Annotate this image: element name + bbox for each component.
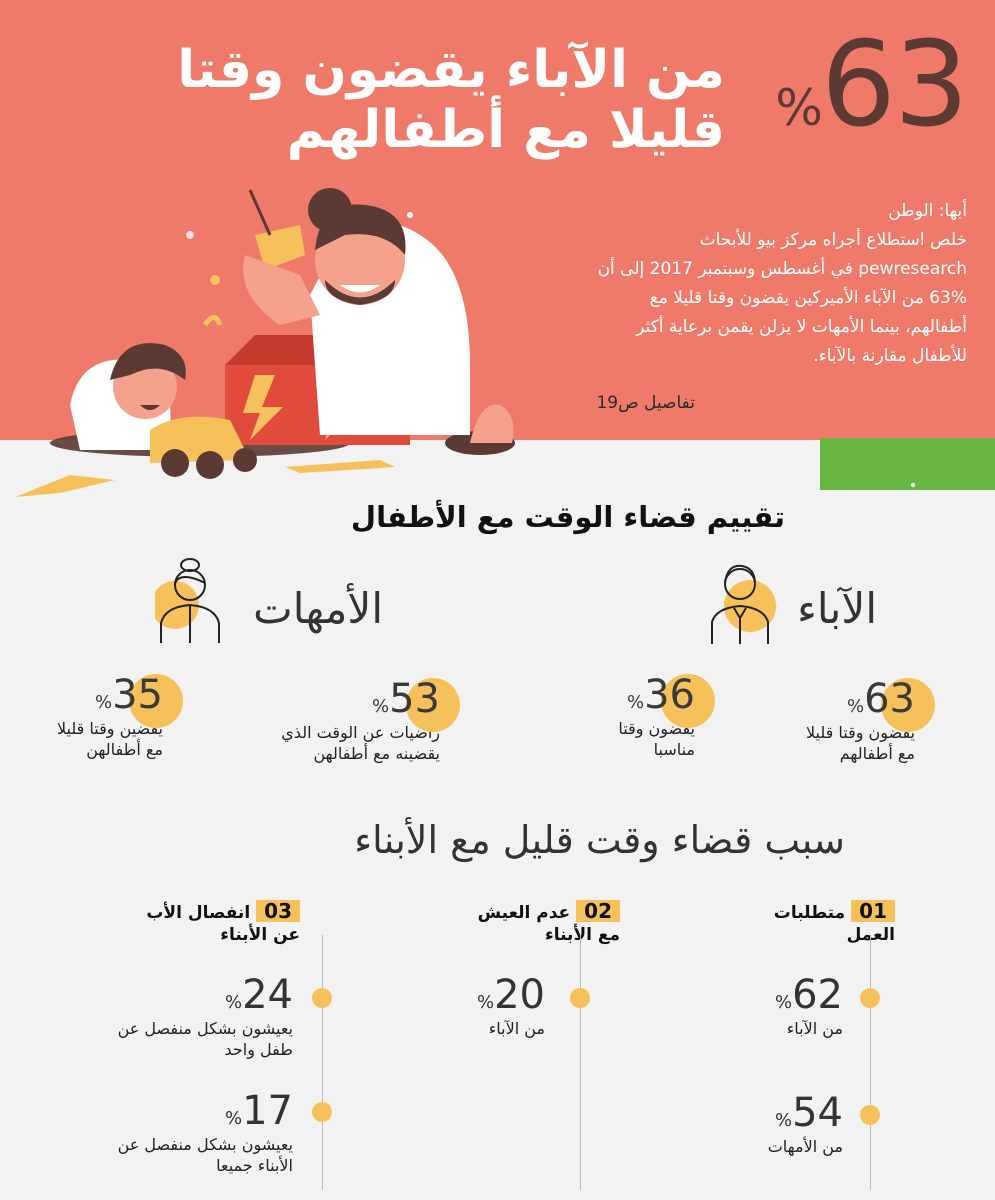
mother-icon: [155, 558, 220, 643]
stat-desc: مع أطفالهم: [839, 744, 915, 763]
intro-line: للأطفال مقارنة بالآباء.: [813, 346, 967, 366]
headline-percentage: %63: [775, 25, 969, 143]
stat-value: 63: [864, 676, 915, 722]
highlight-circle: [406, 678, 460, 732]
stat-fathers-enough-time: %36 يقضون وقتا مناسبا: [545, 672, 715, 760]
timeline-dot: [312, 1102, 332, 1122]
stat-mothers-little-time: %35 يقضين وقتا قليلا مع أطفالهن: [13, 672, 183, 760]
timeline-dot: [860, 1105, 880, 1125]
reason-title: عن الأبناء: [220, 925, 300, 945]
parent-child-illustration: [15, 188, 515, 497]
reason-index: 02: [576, 900, 620, 922]
stat-unit: %: [476, 992, 495, 1013]
timeline-dot: [860, 988, 880, 1008]
reason-heading-not-living: 02عدم العيش مع الأبناء: [478, 900, 620, 946]
stat-desc: من الأمهات: [767, 1137, 843, 1156]
reason-stat: %24 يعيشون بشكل منفصل عن طفل واحد: [33, 972, 293, 1060]
headline-title: من الآباء يقضون وقتا قليلا مع أطفالهم: [165, 40, 725, 160]
reason-title: مع الأبناء: [545, 925, 620, 945]
stat-desc: الأبناء جميعا: [216, 1156, 293, 1175]
highlight-circle: [881, 678, 935, 732]
intro-line: 63% من الآباء الأميركين يقضون وقتا قليلا…: [649, 288, 967, 308]
stat-value: 20: [494, 972, 545, 1018]
timeline-dot: [570, 988, 590, 1008]
stat-desc: من الآباء: [488, 1019, 545, 1038]
intro-line: خلص استطلاع أجراه مركز بيو للأبحاث: [699, 230, 967, 250]
stat-mothers-satisfied: %53 راضيات عن الوقت الذي يقضينه مع أطفال…: [220, 676, 460, 764]
reason-title: العمل: [774, 924, 895, 946]
stat-desc: راضيات عن الوقت الذي: [281, 723, 440, 742]
reason-heading-separation: 03انفصال الأب عن الأبناء: [146, 900, 300, 946]
intro-line: أبها: الوطن: [888, 201, 967, 221]
headline-line-2: قليلا مع أطفالهم: [286, 100, 725, 160]
stat-desc: يقضون وقتا قليلا: [805, 723, 915, 742]
headline-line-1: من الآباء يقضون وقتا: [177, 40, 725, 100]
stat-desc: من الآباء: [786, 1019, 843, 1038]
stat-unit: %: [224, 992, 243, 1013]
stat-desc: يعيشون بشكل منفصل عن: [117, 1019, 293, 1038]
details-link: تفاصيل ص19: [596, 393, 695, 413]
stat-desc: مع أطفالهن: [86, 740, 163, 759]
stat-desc: يقضينه مع أطفالهن: [313, 744, 441, 763]
stat-desc: يعيشون بشكل منفصل عن: [117, 1135, 293, 1154]
stat-value: 53: [389, 676, 440, 722]
stat-unit: %: [774, 992, 793, 1013]
highlight-circle: [129, 674, 183, 728]
stat-value: 17: [242, 1088, 293, 1134]
intro-line: pewresearch في أغسطس وسبتمبر 2017 إلى أن: [597, 259, 967, 279]
percent-sign: %: [775, 79, 822, 137]
reason-index: 01: [851, 900, 895, 922]
stat-value: 62: [792, 972, 843, 1018]
reason-stat: %62 من الآباء: [673, 972, 843, 1039]
stat-value: 36: [644, 672, 695, 718]
mothers-label: الأمهات: [253, 584, 383, 633]
timeline-line: [322, 935, 323, 1190]
stat-desc: مناسبا: [653, 740, 695, 759]
stat-fathers-little-time: %63 يقضون وقتا قليلا مع أطفالهم: [715, 676, 935, 764]
stat-unit: %: [846, 696, 865, 717]
fathers-label: الآباء: [797, 584, 877, 633]
reason-title: متطلبات: [773, 903, 846, 923]
reason-stat: %17 يعيشون بشكل منفصل عن الأبناء جميعا: [33, 1088, 293, 1176]
reason-index: 03: [256, 900, 300, 922]
father-icon: [711, 564, 776, 644]
timeline-dot: [312, 988, 332, 1008]
stat-unit: %: [224, 1108, 243, 1129]
intro-line: أطفالهم، بينما الأمهات لا يزلن يقمن برعا…: [636, 317, 967, 337]
intro-paragraph: أبها: الوطن خلص استطلاع أجراه مركز بيو ل…: [527, 197, 967, 371]
stat-value: 24: [242, 972, 293, 1018]
section-title-time-rating: تقييم قضاء الوقت مع الأطفال: [350, 500, 785, 534]
reason-title: عدم العيش: [477, 903, 571, 923]
section-title-reasons: سبب قضاء وقت قليل مع الأبناء: [354, 818, 845, 862]
timeline-line: [580, 935, 581, 1190]
stat-unit: %: [371, 696, 390, 717]
headline-number: 63: [820, 15, 969, 153]
timeline-line: [870, 935, 871, 1190]
green-ribbon: [820, 438, 995, 490]
highlight-circle: [661, 674, 715, 728]
stat-unit: %: [774, 1110, 793, 1131]
stat-value: 54: [792, 1090, 843, 1136]
stat-desc: طفل واحد: [224, 1040, 294, 1059]
stat-value: 35: [112, 672, 163, 718]
reason-heading-work: 01متطلبات العمل: [774, 900, 895, 946]
stat-unit: %: [94, 692, 113, 713]
reason-stat: %20 من الآباء: [375, 972, 545, 1039]
reason-stat: %54 من الأمهات: [673, 1090, 843, 1157]
ribbon-dot: [911, 483, 915, 487]
stat-unit: %: [626, 692, 645, 713]
stat-desc: يقضين وقتا قليلا: [57, 719, 163, 738]
reason-title: انفصال الأب: [146, 903, 251, 923]
